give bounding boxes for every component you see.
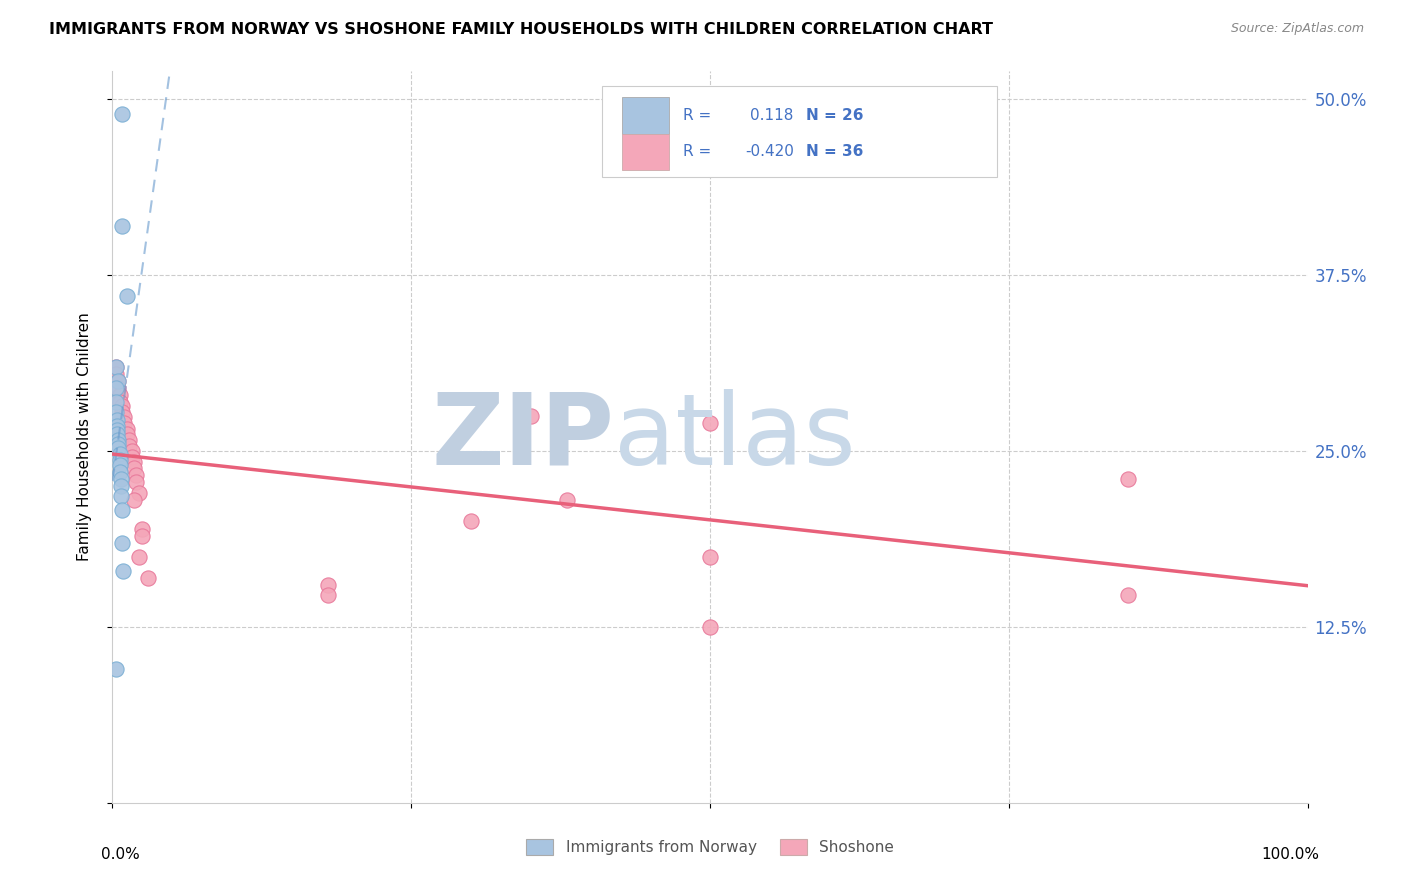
Point [699,416,721,430]
Text: Source: ZipAtlas.com: Source: ZipAtlas.com [1230,22,1364,36]
Point [118,433,141,447]
Point [122,493,145,508]
Point [108,465,131,479]
Point [110,479,132,493]
Point [105,662,128,676]
Point [108,458,131,473]
Point [555,493,578,508]
Point [107,374,129,388]
FancyBboxPatch shape [621,97,669,134]
Text: N = 26: N = 26 [806,108,863,123]
Point [105,427,128,442]
Point [105,359,128,374]
Text: 0.0%: 0.0% [101,847,139,862]
Text: IMMIGRANTS FROM NORWAY VS SHOSHONE FAMILY HOUSEHOLDS WITH CHILDREN CORRELATION C: IMMIGRANTS FROM NORWAY VS SHOSHONE FAMIL… [49,22,993,37]
Point [1118,472,1140,486]
Text: ZIP: ZIP [432,389,614,485]
Point [105,395,128,409]
Point [125,468,148,483]
Point [105,381,128,395]
Point [107,374,129,388]
Text: R =: R = [682,145,716,160]
Point [105,413,128,427]
Text: N = 36: N = 36 [806,145,863,160]
Point [138,571,160,585]
Point [115,289,138,303]
Point [108,452,131,467]
Point [699,620,721,634]
Point [520,409,543,423]
Point [107,437,129,451]
Y-axis label: Family Households with Children: Family Households with Children [77,313,91,561]
Point [121,444,143,458]
Point [118,438,141,452]
Point [111,535,134,549]
Point [107,433,129,447]
Point [125,475,148,489]
Text: 0.118: 0.118 [751,108,793,123]
Point [460,515,482,529]
Point [111,405,134,419]
Point [108,388,131,402]
Point [128,549,150,564]
Point [110,472,132,486]
Point [111,106,134,120]
Point [105,423,128,437]
Point [111,503,134,517]
Point [107,442,129,456]
Legend: Immigrants from Norway, Shoshone: Immigrants from Norway, Shoshone [520,833,900,861]
FancyBboxPatch shape [621,134,669,170]
Point [115,427,138,442]
Point [105,405,128,419]
Point [108,395,131,409]
Text: atlas: atlas [614,389,856,485]
Point [115,422,138,436]
Point [111,219,134,233]
Text: R =: R = [682,108,716,123]
Point [105,359,128,374]
Point [108,447,131,461]
Point [121,450,143,464]
Point [1118,588,1140,602]
Point [131,528,153,542]
Text: 100.0%: 100.0% [1261,847,1320,862]
Point [316,588,339,602]
FancyBboxPatch shape [603,86,997,178]
Point [699,549,721,564]
Point [122,455,145,469]
Point [112,564,135,578]
Point [110,489,132,503]
Point [114,410,135,425]
Point [114,416,135,430]
Point [105,367,128,381]
Point [316,578,339,592]
Point [128,486,150,500]
Point [105,418,128,433]
Point [131,521,153,535]
Point [111,399,134,413]
Point [122,461,145,475]
Text: -0.420: -0.420 [745,145,793,160]
Point [107,381,129,395]
